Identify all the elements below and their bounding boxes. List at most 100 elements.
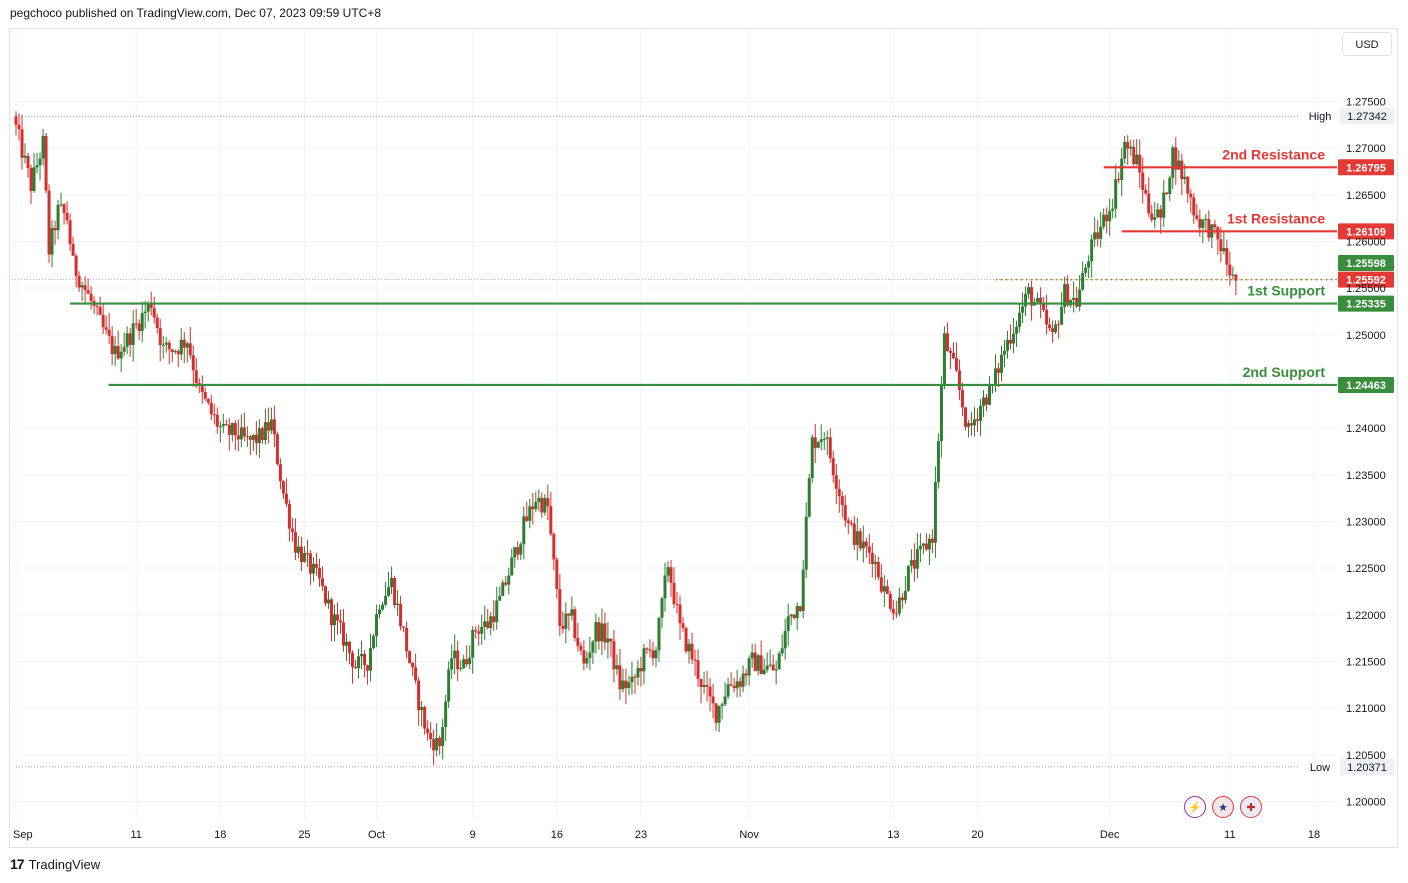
low-value: 1.20371: [1347, 762, 1387, 774]
candle-body: [381, 604, 385, 610]
y-tick-label: 1.26500: [1346, 190, 1386, 202]
candle-body: [939, 386, 943, 442]
x-tick-label: 20: [971, 829, 983, 841]
y-tick-label: 1.25000: [1346, 330, 1386, 342]
candle-body: [645, 648, 649, 650]
candle-body: [930, 538, 934, 543]
candle-body: [110, 335, 114, 355]
candle-body: [185, 343, 189, 348]
tradingview-brand[interactable]: 17 TradingView: [10, 856, 100, 872]
candle-body: [858, 531, 862, 549]
currency-selector[interactable]: USD: [1342, 32, 1392, 56]
candle-body: [852, 523, 856, 545]
2nd-resistance-tag: [1338, 159, 1394, 176]
candle-body: [684, 627, 688, 652]
candle-body: [1135, 154, 1139, 165]
candle-body: [963, 407, 967, 427]
1st-resistance-tag: [1338, 223, 1394, 240]
candle-body: [149, 303, 153, 309]
candle-body: [95, 305, 99, 307]
candle-body: [513, 547, 517, 558]
candle-body: [173, 351, 177, 353]
candle-body: [248, 436, 252, 440]
candle-body: [1102, 214, 1106, 227]
candle-body: [89, 293, 93, 302]
candle-body: [363, 653, 367, 666]
candle-body: [789, 614, 793, 617]
candle-body: [981, 397, 985, 406]
candle-body: [125, 333, 129, 347]
candle-body: [762, 669, 766, 675]
y-tick-label: 1.24000: [1346, 423, 1386, 435]
candle-body: [711, 696, 715, 704]
candle-body: [266, 422, 270, 431]
candle-body: [1096, 232, 1100, 239]
candle-body: [735, 681, 739, 689]
candle-body: [660, 598, 664, 618]
candle-body: [720, 704, 724, 706]
candle-body: [855, 531, 859, 545]
candle-body: [498, 595, 502, 601]
candle-body: [1171, 147, 1175, 178]
candle-body: [732, 685, 736, 689]
candle-body: [53, 227, 57, 231]
candle-body: [378, 609, 382, 615]
candle-body: [1009, 339, 1013, 344]
candle-body: [1042, 304, 1046, 310]
candle-body: [74, 255, 78, 277]
candle-body: [900, 597, 904, 601]
candle-body: [339, 620, 342, 623]
candle-body: [239, 427, 243, 440]
candle-body: [1111, 208, 1115, 211]
candle-body: [786, 616, 790, 631]
candle-body: [777, 653, 781, 670]
candle-body: [510, 557, 514, 576]
candle-body: [137, 323, 141, 331]
x-tick-label: Dec: [1100, 829, 1120, 841]
candle-body: [519, 544, 523, 555]
candle-body: [585, 658, 589, 664]
candle-body: [516, 547, 520, 555]
candle-body: [495, 600, 499, 623]
x-tick-label: Sep: [13, 829, 33, 841]
candle-body: [522, 516, 526, 545]
candle-body: [648, 649, 652, 651]
candle-body: [1129, 146, 1133, 149]
uk-flag-icon[interactable]: ✚: [1240, 796, 1262, 818]
candle-body: [71, 243, 75, 256]
candle-body: [1174, 147, 1178, 170]
candle-body: [1078, 289, 1082, 307]
candle-body: [299, 546, 303, 563]
candle-body: [405, 627, 409, 652]
candle-body: [795, 606, 799, 618]
candle-body: [269, 419, 273, 431]
candle-body: [696, 660, 700, 679]
candle-body: [849, 523, 853, 525]
candle-body: [675, 604, 679, 606]
candle-body: [1201, 219, 1205, 228]
candle-body: [429, 733, 433, 740]
candle-body: [639, 668, 643, 672]
lightning-icon[interactable]: ⚡: [1184, 796, 1206, 818]
candle-body: [591, 641, 595, 653]
candle-body: [801, 569, 805, 612]
candle-body: [936, 441, 940, 483]
y-tick-label: 1.21500: [1346, 657, 1386, 669]
candle-body: [293, 532, 297, 553]
candle-body: [158, 328, 162, 345]
x-tick-label: 11: [1224, 829, 1235, 841]
candle-body: [750, 652, 754, 659]
candle-body: [98, 306, 102, 315]
us-flag-icon[interactable]: ★: [1212, 796, 1234, 818]
candle-body: [41, 135, 45, 159]
candle-body: [798, 606, 802, 612]
low-label: Low: [1310, 762, 1330, 774]
candle-body: [687, 643, 691, 652]
candle-body: [702, 685, 706, 688]
candle-body: [564, 613, 568, 629]
y-tick-label: 1.23000: [1346, 517, 1386, 529]
candle-body: [606, 638, 610, 643]
candle-body: [951, 352, 955, 359]
candle-body: [152, 308, 156, 318]
